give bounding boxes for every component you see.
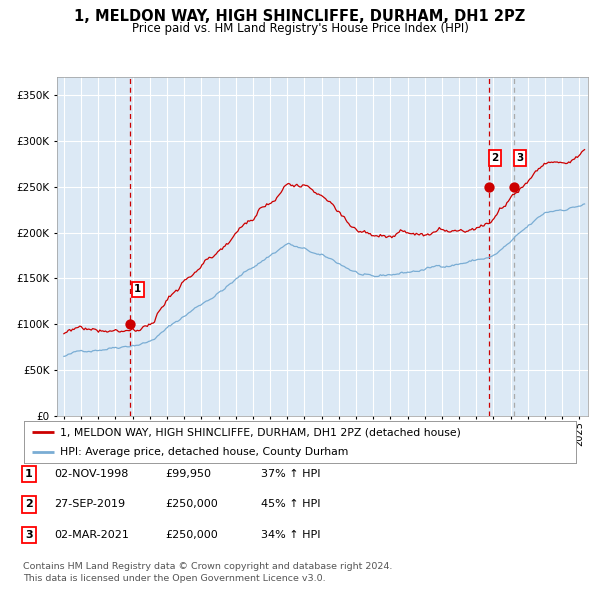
Text: Contains HM Land Registry data © Crown copyright and database right 2024.: Contains HM Land Registry data © Crown c… xyxy=(23,562,392,571)
Text: £250,000: £250,000 xyxy=(165,500,218,509)
Text: 02-NOV-1998: 02-NOV-1998 xyxy=(54,469,128,478)
Text: £250,000: £250,000 xyxy=(165,530,218,540)
Text: 3: 3 xyxy=(25,530,32,540)
Text: 37% ↑ HPI: 37% ↑ HPI xyxy=(261,469,320,478)
Text: 45% ↑ HPI: 45% ↑ HPI xyxy=(261,500,320,509)
Text: Price paid vs. HM Land Registry's House Price Index (HPI): Price paid vs. HM Land Registry's House … xyxy=(131,22,469,35)
Text: This data is licensed under the Open Government Licence v3.0.: This data is licensed under the Open Gov… xyxy=(23,573,325,583)
Text: 1, MELDON WAY, HIGH SHINCLIFFE, DURHAM, DH1 2PZ (detached house): 1, MELDON WAY, HIGH SHINCLIFFE, DURHAM, … xyxy=(60,427,461,437)
Text: 1: 1 xyxy=(25,469,32,478)
Point xyxy=(484,182,494,191)
Text: 1: 1 xyxy=(134,284,142,294)
Point xyxy=(509,182,518,191)
Text: 02-MAR-2021: 02-MAR-2021 xyxy=(54,530,129,540)
Text: 27-SEP-2019: 27-SEP-2019 xyxy=(54,500,125,509)
Text: 34% ↑ HPI: 34% ↑ HPI xyxy=(261,530,320,540)
Text: 2: 2 xyxy=(25,500,32,509)
Point xyxy=(125,320,134,329)
Text: 1, MELDON WAY, HIGH SHINCLIFFE, DURHAM, DH1 2PZ: 1, MELDON WAY, HIGH SHINCLIFFE, DURHAM, … xyxy=(74,9,526,24)
Text: HPI: Average price, detached house, County Durham: HPI: Average price, detached house, Coun… xyxy=(60,447,348,457)
Text: 3: 3 xyxy=(516,153,523,163)
Text: £99,950: £99,950 xyxy=(165,469,211,478)
Text: 2: 2 xyxy=(491,153,499,163)
